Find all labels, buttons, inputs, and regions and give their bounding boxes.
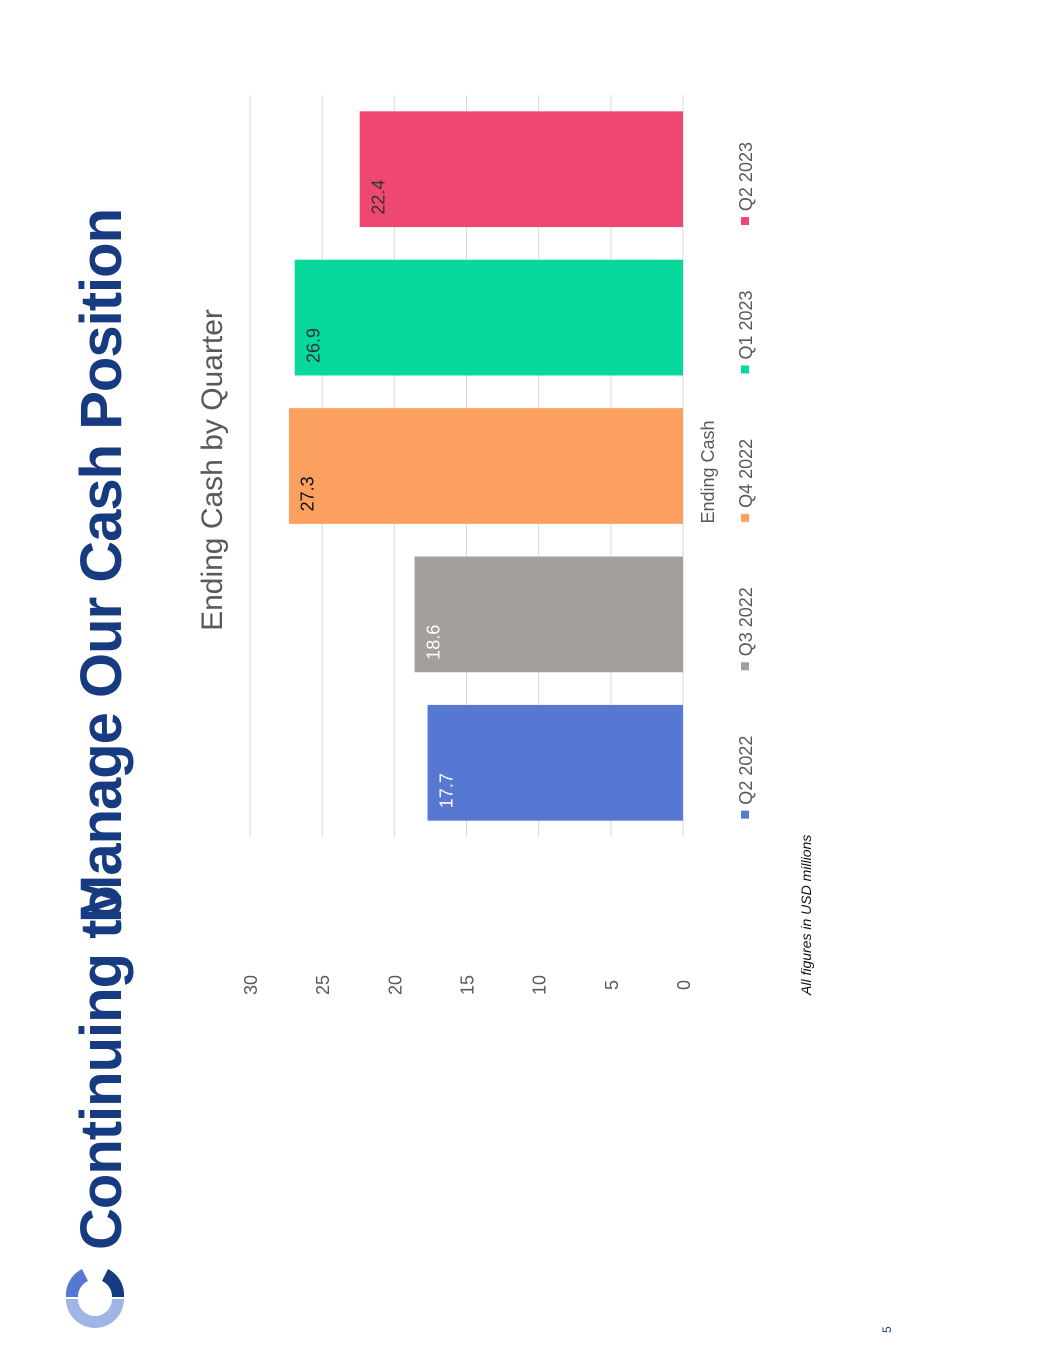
x-axis-label: Ending Cash: [698, 420, 718, 523]
bar: [294, 259, 683, 376]
legend-swatch: [741, 217, 749, 226]
legend-swatch: [741, 513, 749, 522]
legend-label: Q4 2022: [736, 439, 756, 508]
chart-data-labels: 17.7 18.6 27.3 26.9 22.4: [298, 180, 457, 809]
chart-legend: Q2 2022 Q3 2022 Q4 2022 Q1 2023 Q2 2023: [736, 142, 756, 819]
y-tick-label: 30: [241, 975, 261, 995]
y-tick-label: 15: [458, 975, 478, 995]
bar: [427, 704, 683, 821]
legend-swatch: [741, 662, 749, 671]
legend-label: Q2 2023: [736, 142, 756, 211]
page-number: 5: [880, 1326, 894, 1333]
data-label: 18.6: [423, 625, 443, 660]
y-tick-label: 5: [602, 980, 622, 990]
y-tick-label: 20: [385, 975, 405, 995]
legend-label: Q1 2023: [736, 290, 756, 359]
legend-label: Q3 2022: [736, 587, 756, 656]
company-logo: [65, 1269, 125, 1328]
data-label: 22.4: [368, 180, 388, 215]
y-axis-ticks: 0 5 10 15 20 25 30: [241, 975, 694, 995]
data-label: 26.9: [303, 328, 323, 363]
data-label: 27.3: [298, 476, 318, 511]
legend-label: Q2 2022: [736, 736, 756, 805]
data-label: 17.7: [436, 773, 456, 808]
y-tick-label: 0: [674, 980, 694, 990]
bar: [359, 111, 683, 228]
bar: [288, 408, 683, 524]
bar: [414, 556, 683, 673]
legend-swatch: [741, 810, 749, 819]
chart-title: Ending Cash by Quarter: [196, 309, 229, 631]
y-tick-label: 25: [313, 975, 333, 995]
footnote: All figures in USD millions: [798, 834, 814, 995]
chart-bars: [288, 111, 683, 821]
legend-swatch: [741, 365, 749, 374]
y-tick-label: 10: [530, 975, 550, 995]
